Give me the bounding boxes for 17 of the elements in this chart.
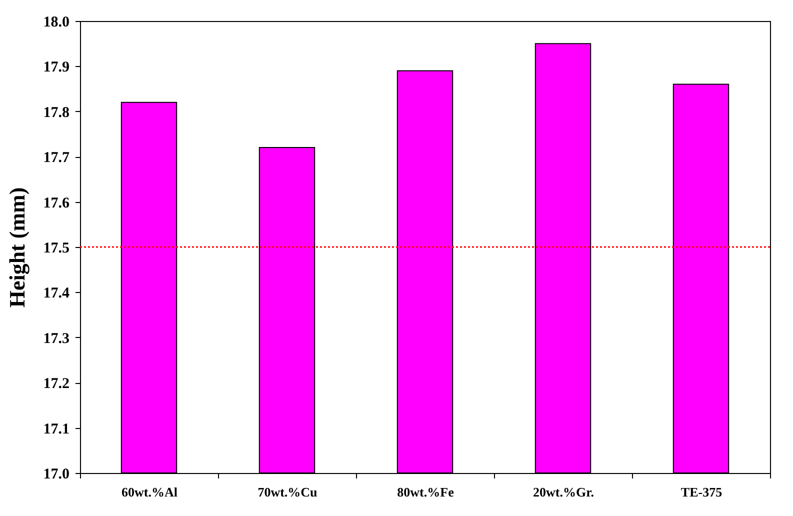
y-tick-label: 17.3 [43, 330, 70, 347]
y-tick-label: 17.9 [43, 60, 70, 76]
y-tick-label: 17.6 [43, 195, 70, 212]
y-axis-title: Height (mm) [4, 187, 30, 308]
y-tick-label: 17.4 [43, 286, 70, 302]
x-tick-label: 70wt.%Cu [258, 484, 318, 500]
x-tick-label: 80wt.%Fe [397, 484, 454, 500]
y-tick-label: 17.5 [43, 240, 70, 256]
y-tick-label: 17.8 [43, 104, 70, 121]
x-tick-label: 60wt.%Al [122, 484, 178, 500]
y-tick-label: 17.0 [43, 466, 70, 482]
y-tick-label: 18.0 [43, 14, 70, 30]
x-tick-label: 20wt.%Gr. [533, 484, 594, 500]
y-tick-label: 17.7 [43, 150, 70, 166]
y-tick-label: 17.2 [43, 376, 70, 392]
y-tick-label: 17.1 [43, 421, 70, 438]
x-tick-label: TE-375 [680, 484, 723, 500]
